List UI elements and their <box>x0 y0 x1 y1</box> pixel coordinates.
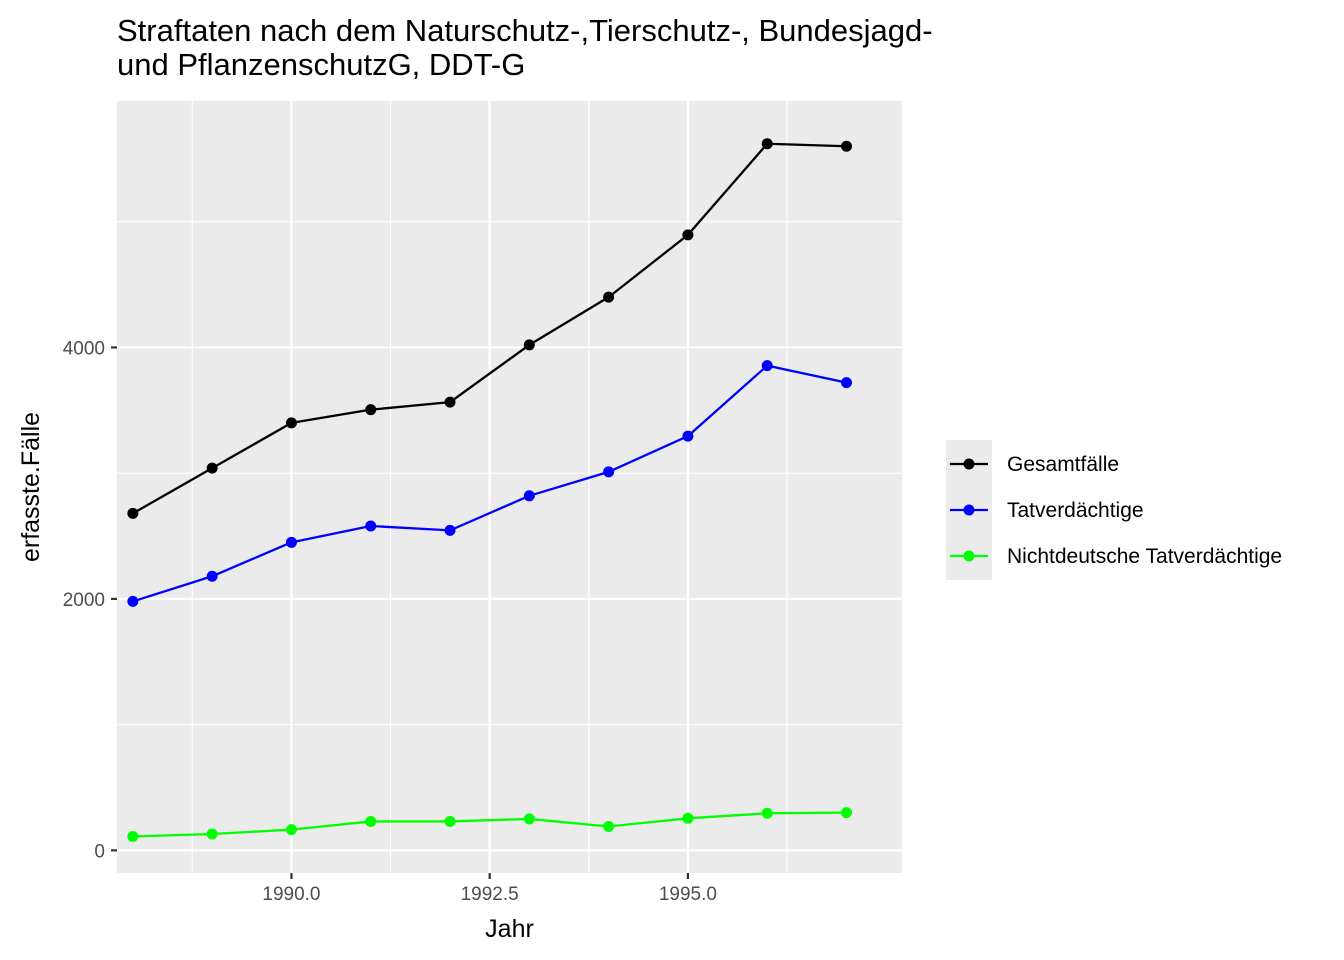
data-point <box>365 404 377 416</box>
data-point <box>285 417 297 429</box>
data-point <box>206 828 218 840</box>
data-point <box>523 813 535 825</box>
data-point <box>444 396 456 408</box>
x-axis: 1990.0 1992.5 1995.0 <box>262 873 717 905</box>
series-3 <box>127 807 852 843</box>
series-line <box>132 811 847 838</box>
data-point <box>365 520 377 532</box>
chart-title-line: und PflanzenschutzG, DDT-G <box>117 47 525 82</box>
data-point <box>840 140 852 152</box>
data-point <box>285 824 297 836</box>
data-point <box>682 812 694 824</box>
legend-key-point <box>963 550 975 562</box>
series-line <box>132 364 847 603</box>
data-point <box>285 536 297 548</box>
x-tick-label: 1992.5 <box>461 884 519 905</box>
chart-title: Straftaten nach dem Naturschutz-,Tiersch… <box>117 13 933 82</box>
chart-title-line: Straftaten nach dem Naturschutz-,Tiersch… <box>117 13 933 48</box>
data-point <box>603 466 615 478</box>
data-point <box>761 360 773 372</box>
data-series <box>127 138 852 843</box>
legend-label: Nichtdeutsche Tatverdächtige <box>1007 545 1282 568</box>
legend-label: Gesamtfälle <box>1007 453 1119 476</box>
legend: Gesamtfälle Tatverdächtige Nichtdeutsche T… <box>946 440 1282 580</box>
y-axis-title: erfasste.Fälle <box>17 412 45 562</box>
y-axis: 0 2000 4000 <box>63 338 117 862</box>
data-point <box>682 229 694 241</box>
data-point <box>603 820 615 832</box>
data-point <box>127 595 139 607</box>
series-2 <box>127 360 852 607</box>
major-gridlines <box>117 101 902 873</box>
x-axis-title: Jahr <box>485 915 534 943</box>
x-tick-label: 1990.0 <box>262 884 320 905</box>
minor-gridlines <box>117 101 902 873</box>
data-point <box>603 291 615 303</box>
data-point <box>761 138 773 150</box>
legend-key-point <box>963 504 975 516</box>
data-point <box>840 807 852 819</box>
data-point <box>127 507 139 519</box>
data-point <box>444 815 456 827</box>
y-tick-label: 0 <box>94 841 105 862</box>
y-tick-label: 4000 <box>63 338 105 359</box>
legend-item: Tatverdächtige <box>950 499 1144 522</box>
data-point <box>206 462 218 474</box>
data-point <box>761 807 773 819</box>
data-point <box>523 339 535 351</box>
x-tick-label: 1995.0 <box>659 884 717 905</box>
data-point <box>840 377 852 389</box>
data-point <box>206 570 218 582</box>
legend-label: Tatverdächtige <box>1007 499 1144 522</box>
data-point <box>365 815 377 827</box>
series-line <box>132 142 847 515</box>
y-tick-label: 2000 <box>63 590 105 611</box>
data-point <box>682 430 694 442</box>
plot-panel <box>117 101 902 873</box>
series-1 <box>127 138 852 519</box>
legend-item: Gesamtfälle <box>950 453 1119 476</box>
legend-key-point <box>963 458 975 470</box>
data-point <box>127 831 139 843</box>
data-point <box>523 490 535 502</box>
data-point <box>444 524 456 536</box>
legend-item: Nichtdeutsche Tatverdächtige <box>950 545 1282 568</box>
